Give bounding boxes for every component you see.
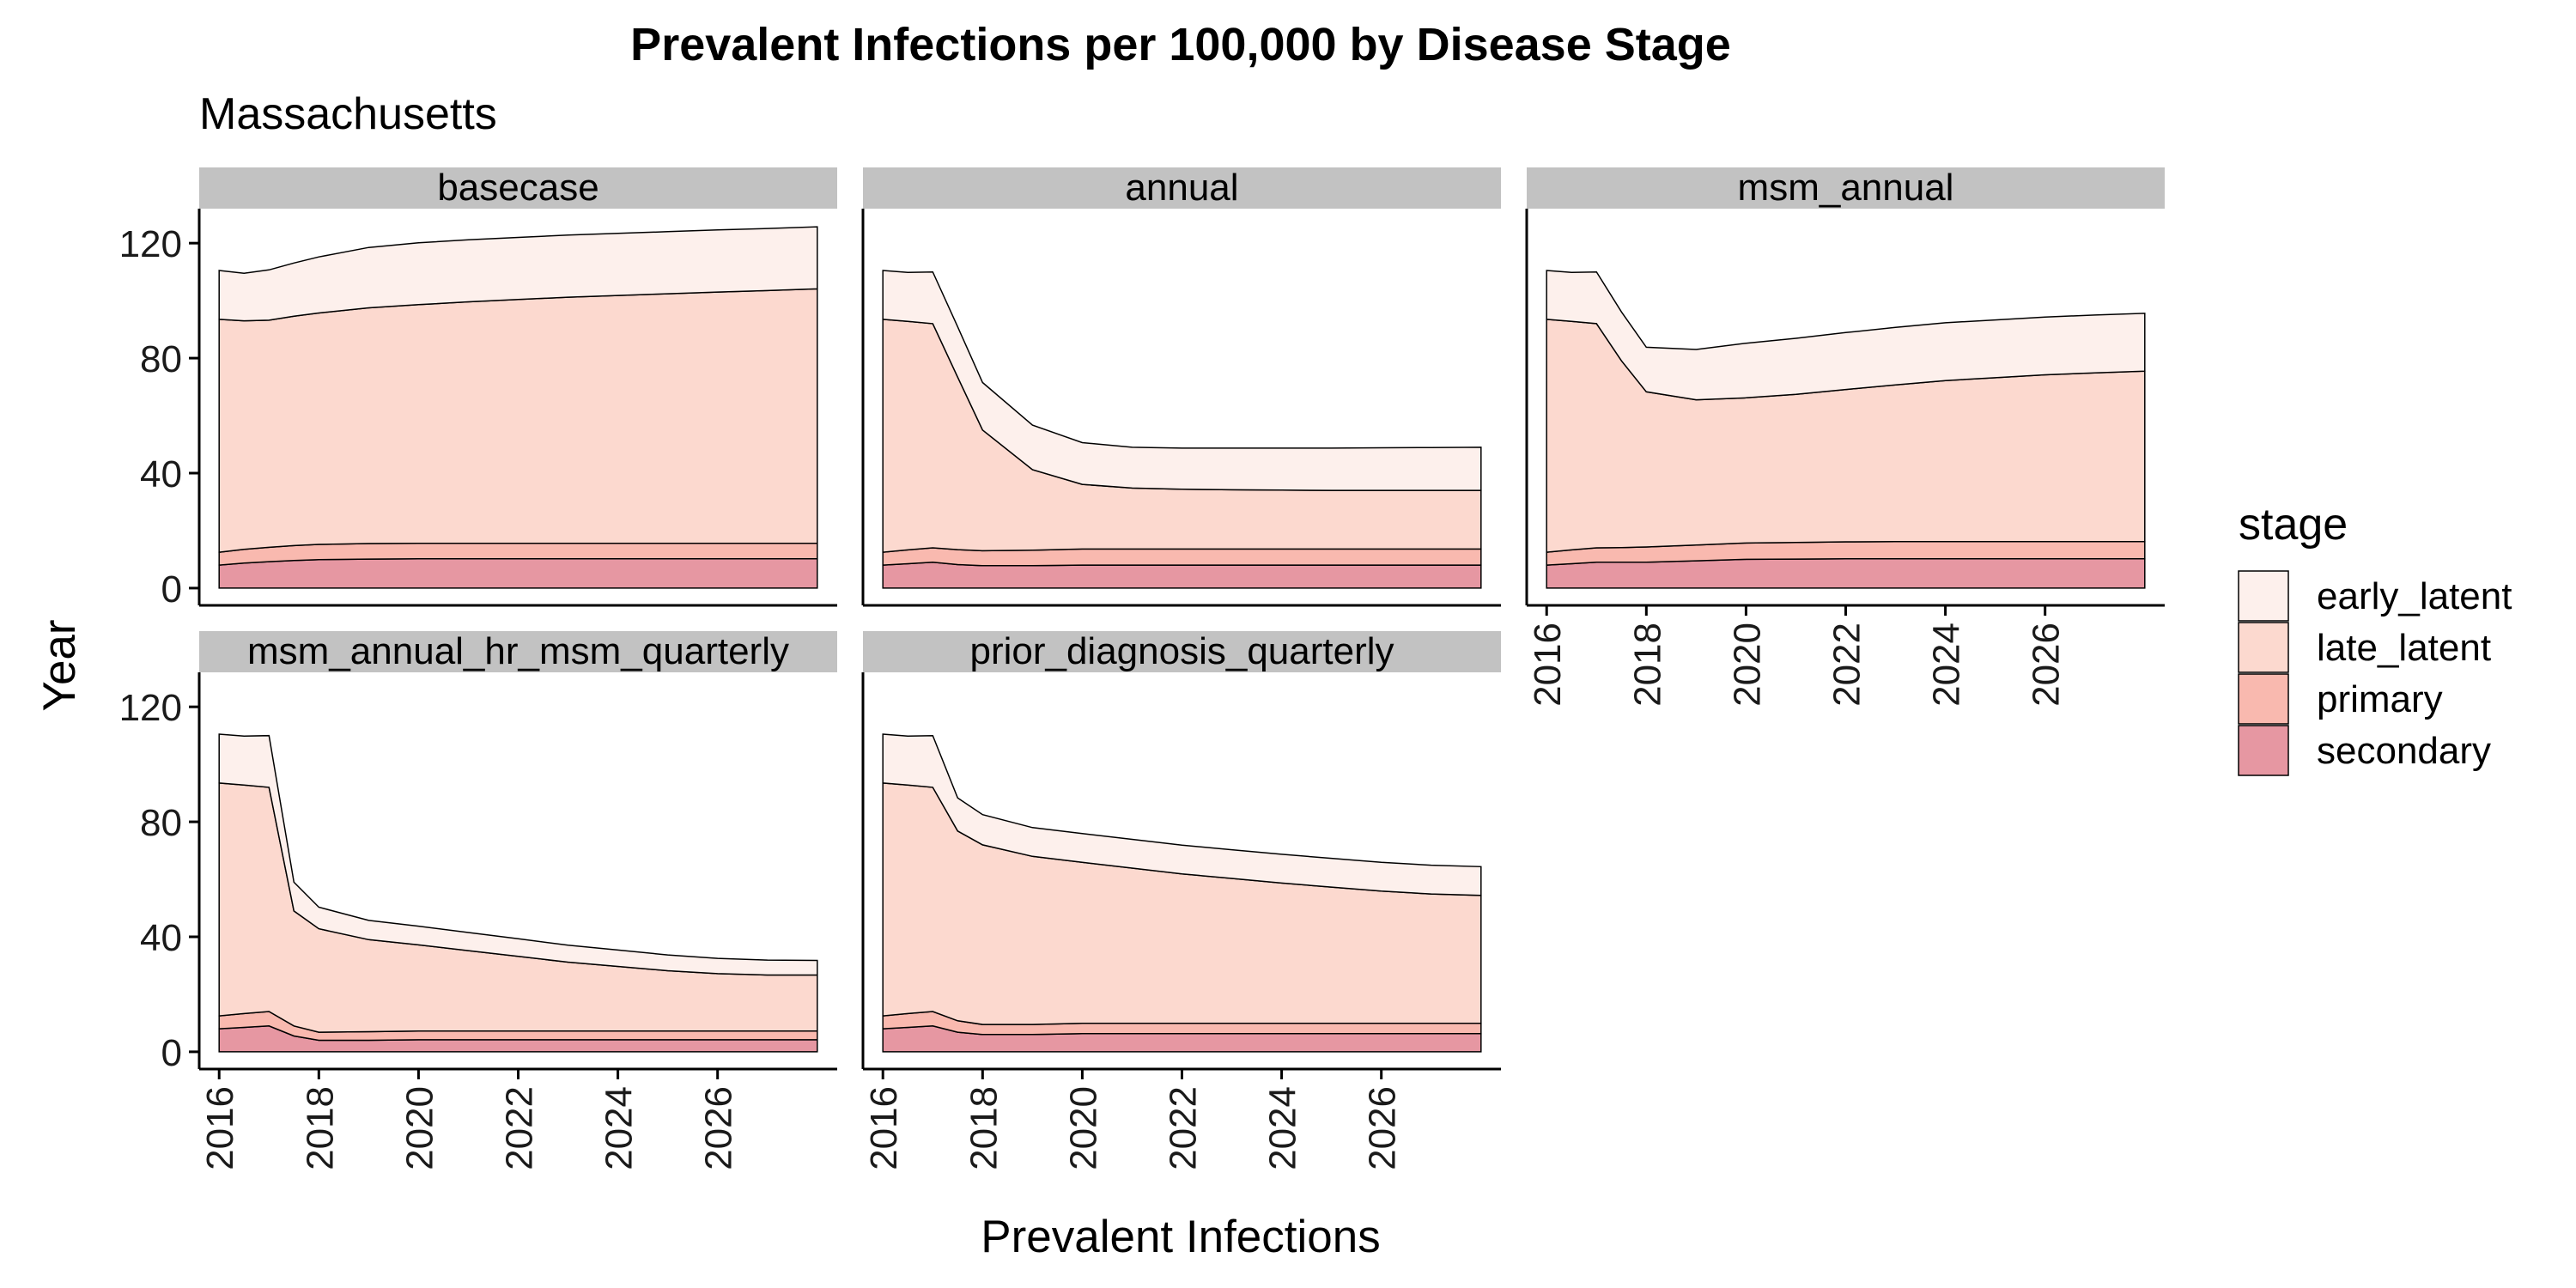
legend-swatch (2238, 570, 2289, 622)
facet-strip (863, 167, 1501, 209)
y-tick-label: 80 (140, 338, 182, 380)
area-early-latent (882, 733, 1482, 896)
x-tick-label: 2024 (1926, 623, 1968, 707)
y-axis-label: Year (34, 619, 85, 711)
facet-panel: msm_annual_hr_msm_quarterly 0 40 80 120 2016 2… (119, 630, 837, 1170)
chart-title: Prevalent Infections per 100,000 by Dise… (630, 19, 1731, 70)
facet-strip-label: annual (1125, 167, 1238, 209)
area-secondary (882, 562, 1482, 589)
legend-label: primary (2317, 678, 2443, 720)
area-secondary (218, 558, 818, 589)
area-early-latent (882, 270, 1482, 491)
y-tick-label: 80 (140, 802, 182, 844)
legend-label: early_latent (2317, 575, 2512, 617)
facet-panel: basecase 0 40 80 120 (119, 167, 837, 611)
facet-strip-label: basecase (437, 167, 598, 209)
x-tick-label: 2018 (963, 1086, 1005, 1170)
x-tick-label: 2018 (299, 1086, 341, 1170)
y-tick-label: 120 (119, 223, 182, 265)
x-tick-label: 2022 (1163, 1086, 1205, 1170)
facet-panels: basecase 0 40 80 120 annual msm_annual 2016 2018… (119, 167, 2165, 1170)
y-tick-label: 40 (140, 453, 182, 495)
x-tick-label: 2024 (1262, 1086, 1304, 1170)
facet-strip-label: prior_diagnosis_quarterly (969, 630, 1394, 672)
x-tick-label: 2022 (1826, 623, 1868, 707)
facet-strip (863, 631, 1501, 672)
facet-panel: msm_annual 2016 2018 2020 2022 2024 2026 (1525, 167, 2165, 707)
y-tick-label: 40 (140, 917, 182, 959)
x-tick-label: 2020 (1726, 623, 1768, 707)
facet-strip-label: msm_annual_hr_msm_quarterly (247, 630, 789, 672)
facet-panel: annual (861, 167, 1501, 607)
y-tick-label: 120 (119, 687, 182, 729)
x-tick-label: 2016 (199, 1086, 241, 1170)
area-early-latent (218, 733, 818, 976)
area-late-latent (218, 288, 818, 553)
x-tick-label: 2020 (398, 1086, 440, 1170)
x-tick-label: 2016 (1527, 623, 1569, 707)
y-tick-label: 0 (161, 568, 182, 611)
legend-item-primary: primary (2238, 673, 2443, 725)
x-axis-label: Prevalent Infections (981, 1212, 1380, 1262)
chart-subtitle: Massachusetts (199, 89, 497, 139)
x-tick-label: 2024 (598, 1086, 641, 1170)
area-early-latent (218, 226, 818, 322)
x-tick-label: 2026 (2026, 623, 2068, 707)
facet-strip-label: msm_annual (1738, 167, 1954, 209)
x-tick-label: 2016 (863, 1086, 905, 1170)
legend-swatch (2238, 622, 2289, 673)
area-secondary (1546, 558, 2146, 589)
legend-swatch (2238, 725, 2289, 776)
legend-item-early-latent: early_latent (2238, 570, 2512, 622)
x-tick-label: 2026 (698, 1086, 740, 1170)
area-early-latent (1546, 270, 2146, 401)
facet-panel: prior_diagnosis_quarterly 2016 2018 2020 202… (861, 630, 1501, 1170)
legend-title: stage (2239, 500, 2348, 550)
legend-item-late-latent: late_latent (2238, 622, 2491, 673)
x-tick-label: 2022 (499, 1086, 541, 1170)
facet-strip (199, 167, 837, 209)
facet-strip (1527, 167, 2165, 209)
x-tick-label: 2018 (1626, 623, 1668, 707)
legend-item-secondary: secondary (2238, 725, 2491, 776)
legend-label: late_latent (2317, 627, 2491, 669)
legend-label: secondary (2317, 730, 2491, 772)
x-tick-label: 2020 (1062, 1086, 1104, 1170)
x-tick-label: 2026 (1362, 1086, 1404, 1170)
y-tick-label: 0 (161, 1032, 182, 1074)
facet-strip (199, 631, 837, 672)
legend-swatch (2238, 673, 2289, 725)
area-late-latent (882, 319, 1482, 553)
